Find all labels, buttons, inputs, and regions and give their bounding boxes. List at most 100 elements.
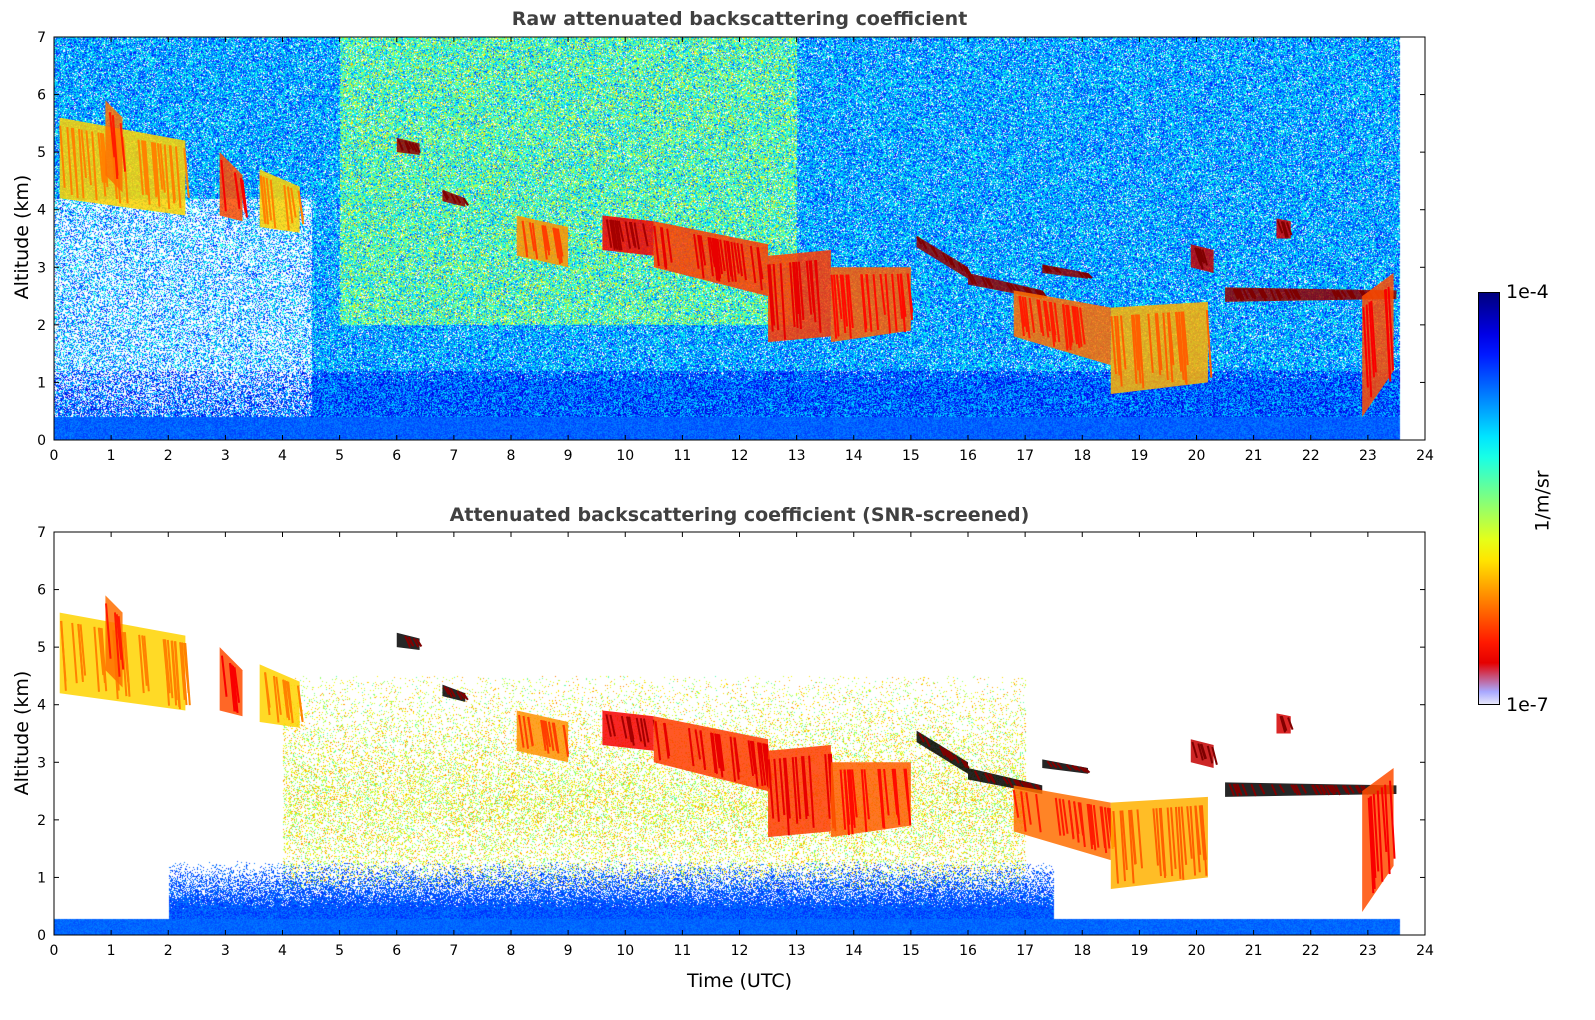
cloud-streak bbox=[1242, 288, 1249, 300]
cloud-streak bbox=[1376, 790, 1384, 882]
cloud-streak bbox=[168, 145, 176, 204]
cloud-streak bbox=[872, 274, 880, 331]
cloud-streak bbox=[1310, 784, 1318, 795]
cloud-streak bbox=[865, 274, 872, 321]
x-tick-label: 0 bbox=[50, 448, 59, 464]
cloud-streak bbox=[967, 273, 974, 284]
x-tick-label: 19 bbox=[1130, 943, 1148, 959]
cloud-streak bbox=[544, 720, 552, 748]
cloud-streak bbox=[1384, 784, 1391, 875]
cloud-streak bbox=[412, 637, 420, 648]
cloud-streak bbox=[1287, 717, 1294, 730]
cloud-streak bbox=[1182, 311, 1189, 366]
cloud-streak bbox=[941, 252, 949, 263]
cloud-streak bbox=[97, 132, 104, 183]
cloud-streak bbox=[981, 277, 988, 288]
cloud-streak bbox=[552, 227, 559, 254]
cloud-streak bbox=[642, 718, 650, 743]
cloud-streak bbox=[699, 730, 706, 767]
cloud-streak bbox=[1233, 288, 1241, 299]
x-tick-label: 12 bbox=[731, 448, 749, 464]
x-tick-label: 10 bbox=[616, 943, 634, 959]
cloud-streak bbox=[1279, 715, 1287, 733]
y-tick-label: 3 bbox=[37, 755, 46, 771]
cloud-streak bbox=[653, 225, 660, 267]
cloud-streak bbox=[518, 714, 525, 748]
cloud-streak bbox=[1198, 805, 1206, 861]
x-tick-label: 16 bbox=[959, 943, 977, 959]
cloud-streak bbox=[877, 768, 884, 819]
cloud-streak bbox=[815, 259, 822, 333]
cloud-streak bbox=[610, 219, 617, 249]
cloud-streak bbox=[730, 241, 737, 282]
x-tick-label: 8 bbox=[507, 943, 516, 959]
cloud-streak bbox=[1257, 288, 1265, 299]
cloud-streak bbox=[450, 193, 457, 204]
cloud-streak bbox=[614, 220, 621, 251]
cloud-streak bbox=[543, 225, 551, 256]
cloud-streak bbox=[184, 643, 191, 706]
cloud-streak bbox=[443, 685, 450, 695]
cloud-streak bbox=[1026, 287, 1033, 295]
x-tick-label: 1 bbox=[107, 448, 116, 464]
cloud-streak bbox=[633, 222, 641, 250]
cloud-streak bbox=[1369, 796, 1377, 878]
cloud-streak bbox=[1046, 265, 1053, 273]
cloud-streak bbox=[783, 757, 790, 836]
cloud-streak bbox=[756, 742, 764, 786]
x-tick-label: 20 bbox=[1188, 448, 1206, 464]
cloud-streak bbox=[851, 769, 858, 818]
cloud-streak bbox=[1292, 784, 1299, 796]
x-tick-label: 22 bbox=[1302, 943, 1320, 959]
cloud-streak bbox=[1028, 297, 1036, 333]
cloud-streak bbox=[973, 770, 981, 781]
cloud-streak bbox=[1316, 784, 1323, 795]
cloud-streak bbox=[1196, 248, 1204, 263]
cloud-streak bbox=[1199, 743, 1207, 760]
cloud-streak bbox=[556, 228, 564, 257]
cloud-streak bbox=[611, 219, 619, 250]
cloud-streak bbox=[521, 220, 529, 253]
cloud-streak bbox=[137, 139, 145, 195]
cloud-streak bbox=[772, 263, 780, 331]
cloud-streak bbox=[1269, 289, 1277, 301]
cloud-streak bbox=[723, 240, 730, 283]
cloud-streak bbox=[1116, 315, 1123, 387]
cloud-streak bbox=[152, 142, 159, 196]
cloud-streak bbox=[171, 640, 178, 701]
x-axis-label: Time (UTC) bbox=[686, 970, 793, 992]
cloud-streak bbox=[714, 733, 721, 769]
x-tick-label: 4 bbox=[278, 943, 287, 959]
cloud-streak bbox=[697, 234, 704, 268]
cloud-streak bbox=[531, 222, 539, 260]
cloud-streak bbox=[759, 742, 767, 786]
cloud-streak bbox=[893, 768, 901, 826]
cloud-streak bbox=[944, 749, 952, 761]
cloud-streak bbox=[153, 142, 161, 207]
cloud-streak bbox=[1241, 783, 1248, 796]
cloud-streak bbox=[527, 716, 534, 747]
cloud-streak bbox=[1130, 314, 1138, 384]
y-tick-label: 2 bbox=[37, 813, 46, 829]
cloud-streak bbox=[1073, 801, 1080, 835]
cloud-streak bbox=[156, 143, 164, 190]
cloud-streak bbox=[1195, 247, 1202, 266]
cloud-streak bbox=[605, 714, 612, 737]
cloud-streak bbox=[290, 187, 297, 218]
cloud-streak bbox=[953, 754, 960, 764]
cloud-streak bbox=[1174, 311, 1182, 364]
x-tick-label: 23 bbox=[1359, 943, 1377, 959]
cloud-streak bbox=[180, 642, 188, 706]
cloud-streak bbox=[751, 740, 758, 775]
cloud-streak bbox=[286, 186, 294, 224]
cloud-streak bbox=[456, 690, 463, 701]
y-tick-label: 5 bbox=[37, 145, 46, 161]
cloud-streak bbox=[740, 243, 747, 281]
x-tick-label: 13 bbox=[788, 943, 806, 959]
cloud-streak bbox=[1189, 805, 1197, 876]
cloud-streak bbox=[164, 639, 171, 694]
cloud-streak bbox=[1005, 282, 1013, 291]
cloud-streak bbox=[272, 675, 280, 723]
cloud-streak bbox=[792, 261, 800, 315]
cloud-streak bbox=[1177, 806, 1185, 880]
